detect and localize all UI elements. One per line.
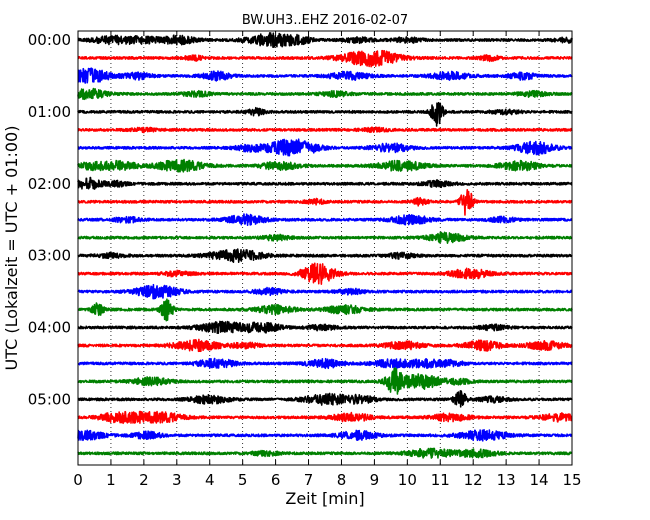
- x-tick-label: 5: [238, 471, 248, 489]
- chart-title: BW.UH3..EHZ 2016-02-07: [242, 13, 408, 28]
- y-tick-label: 04:00: [28, 319, 71, 337]
- plot-frame: [77, 30, 573, 466]
- x-tick-label: 6: [271, 471, 281, 489]
- trace-line: [77, 367, 573, 395]
- y-tick-label: 01:00: [28, 103, 71, 121]
- x-tick-label: 7: [304, 471, 314, 489]
- trace-line: [77, 390, 573, 408]
- x-tick-label: 13: [497, 471, 516, 489]
- x-tick-label: 14: [530, 471, 549, 489]
- y-tick-label: 02:00: [28, 175, 71, 193]
- y-axis-label: UTC (Lokalzeit = UTC + 01:00): [2, 126, 21, 371]
- trace-line: [77, 176, 573, 190]
- trace-line: [77, 213, 573, 227]
- trace-line: [77, 189, 573, 216]
- trace-line: [77, 410, 573, 425]
- trace-line: [77, 283, 573, 300]
- trace-line: [77, 49, 573, 68]
- axes: 0 1 2 3 4 5 6 7 8 9 10 11 12 13 14 1500:0001:0002:0003:…: [28, 31, 582, 489]
- trace-line: [77, 67, 573, 84]
- trace-line: [77, 101, 573, 127]
- trace-line: [77, 447, 573, 459]
- x-axis-label: Zeit [min]: [285, 489, 364, 508]
- trace-line: [77, 32, 573, 48]
- y-tick-label: 00:00: [28, 31, 71, 49]
- x-tick-label: 12: [464, 471, 483, 489]
- trace-line: [77, 126, 573, 134]
- trace-line: [77, 298, 573, 322]
- trace-line: [77, 338, 573, 353]
- traces: [77, 32, 573, 459]
- y-tick-label: 05:00: [28, 390, 71, 408]
- trace-line: [77, 357, 573, 370]
- trace-line: [77, 428, 573, 442]
- trace-line: [77, 248, 573, 263]
- x-tick-label: 1: [106, 471, 116, 489]
- trace-line: [77, 231, 573, 244]
- x-tick-label: 11: [431, 471, 450, 489]
- trace-line: [77, 138, 573, 157]
- trace-line: [77, 158, 573, 173]
- trace-line: [77, 320, 573, 335]
- x-tick-label: 9: [370, 471, 380, 489]
- x-tick-label: 4: [205, 471, 215, 489]
- x-tick-label: 0: [73, 471, 83, 489]
- x-tick-label: 3: [172, 471, 182, 489]
- trace-line: [77, 262, 573, 285]
- x-tick-label: 8: [337, 471, 347, 489]
- x-tick-label: 15: [562, 471, 581, 489]
- trace-line: [77, 87, 573, 101]
- x-tick-label: 2: [139, 471, 149, 489]
- x-tick-label: 10: [398, 471, 417, 489]
- y-tick-label: 03:00: [28, 247, 71, 265]
